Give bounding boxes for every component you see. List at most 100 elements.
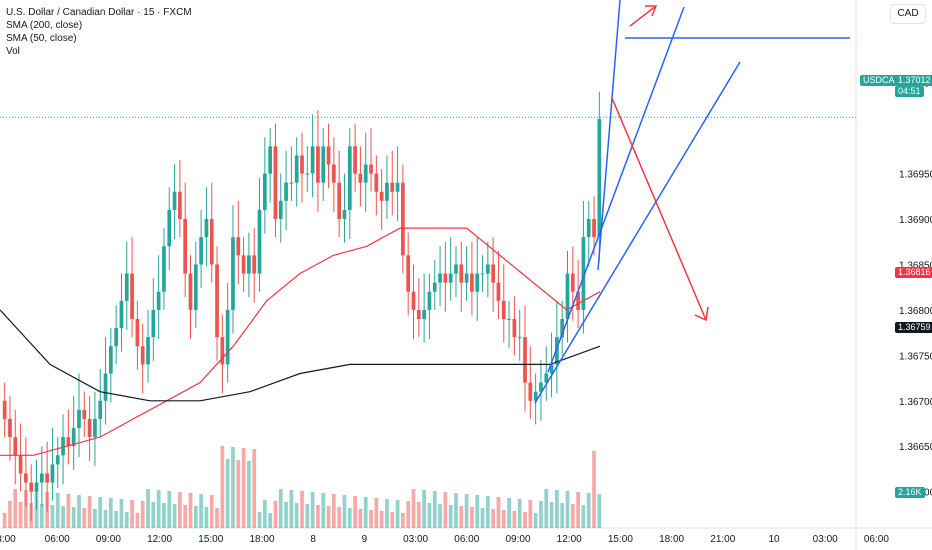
candle-body: [305, 173, 310, 175]
candle-body: [337, 182, 342, 220]
volume-bar: [464, 494, 469, 528]
candle-body: [448, 273, 453, 283]
candle-body: [18, 455, 23, 474]
volume-bar: [268, 513, 272, 528]
candle-body: [124, 273, 129, 301]
candle-body: [470, 273, 474, 292]
volume-bar: [374, 498, 379, 528]
time-tick-label: 09:00: [96, 534, 121, 545]
volume-bar: [507, 498, 511, 528]
candle-body: [146, 337, 150, 365]
volume-bar: [310, 492, 315, 528]
candle-body: [406, 255, 411, 292]
arrow-down-head: [694, 306, 709, 322]
candle-body: [50, 464, 55, 483]
price-tick-label: 1.36900: [899, 215, 932, 226]
candle-body: [379, 191, 384, 201]
price-tick-label: 1.36850: [899, 260, 932, 271]
trendline-1: [534, 61, 741, 404]
legend-sma50[interactable]: SMA (50, close): [6, 33, 77, 44]
candle-body: [188, 273, 193, 310]
legend-sma200[interactable]: SMA (200, close): [6, 20, 83, 31]
candle-body: [358, 173, 363, 183]
volume-bar: [273, 501, 278, 528]
candle-body: [29, 482, 34, 492]
volume-bar: [82, 508, 87, 528]
price-tick-label: 1.36750: [899, 351, 932, 362]
volume-bar: [151, 502, 156, 528]
candle-body: [496, 282, 501, 301]
sma50-badge: 1.36816: [895, 267, 932, 278]
volume-bar: [204, 507, 209, 528]
candle-body: [193, 264, 198, 310]
volume-bar: [549, 502, 554, 528]
candle-body: [162, 246, 166, 292]
last-price-badge: 1.37012: [895, 75, 932, 86]
volume-bar: [480, 508, 485, 528]
candle-body: [507, 318, 511, 320]
time-tick-label: 15:00: [198, 534, 223, 545]
currency-selector[interactable]: CAD: [890, 4, 926, 24]
candle-body: [411, 291, 416, 310]
time-tick-label: 21:00: [710, 534, 735, 545]
candle-body: [13, 437, 18, 456]
candle-body: [39, 473, 44, 483]
volume-bar: [215, 508, 219, 528]
volume-bar: [470, 507, 474, 528]
volume-bar: [411, 489, 416, 528]
time-tick-label: 8: [310, 534, 316, 545]
candle-body: [8, 418, 12, 438]
volume-bar: [576, 492, 580, 528]
price-tick-label: 1.36650: [899, 442, 932, 453]
candle-body: [82, 409, 87, 419]
volume-bar: [512, 511, 517, 528]
time-tick-label: 12:00: [557, 534, 582, 545]
volume-bar: [13, 489, 18, 528]
candle-body: [108, 346, 113, 374]
volume-bar: [581, 505, 586, 528]
volume-bar: [560, 503, 565, 528]
candle-body: [385, 182, 389, 201]
candle-body: [544, 373, 549, 383]
volume-bar: [358, 509, 363, 528]
candle-body: [369, 164, 373, 174]
volume-bar: [50, 505, 55, 528]
candle-body: [119, 300, 124, 329]
volume-bar: [183, 505, 188, 528]
volume-bar: [385, 499, 389, 528]
candle-body: [528, 382, 533, 401]
legend-symbol[interactable]: U.S. Dollar / Canadian Dollar · 15 · FXC…: [6, 7, 192, 18]
volume-bar: [2, 513, 7, 528]
volume-bar: [55, 493, 60, 528]
candle-body: [204, 219, 209, 238]
time-tick-label: 03:00: [813, 534, 838, 545]
volume-bar: [496, 497, 501, 528]
candle-body: [252, 255, 257, 274]
candle-body: [167, 209, 172, 247]
candle-body: [215, 264, 219, 338]
volume-bar: [300, 491, 304, 528]
volume-bar: [592, 451, 596, 528]
volume-bar: [45, 492, 49, 528]
candle-body: [427, 291, 432, 310]
candle-body: [172, 191, 177, 210]
volume-bar: [369, 510, 373, 528]
volume-bar: [278, 489, 283, 528]
candle-body: [454, 264, 458, 274]
volume-bar: [241, 448, 246, 528]
price-tick-label: 1.36700: [899, 397, 932, 408]
volume-bar: [416, 502, 421, 528]
volume-bar: [257, 512, 262, 528]
candle-body: [347, 146, 352, 210]
volume-bar: [199, 494, 203, 528]
volume-bar: [188, 493, 193, 528]
candle-body: [512, 318, 517, 338]
sma200-badge: 1.36759: [895, 322, 932, 333]
volume-bar: [24, 490, 28, 528]
time-tick-label: 03:00: [403, 534, 428, 545]
volume-bar: [167, 491, 172, 528]
candle-body: [533, 391, 538, 401]
candle-body: [278, 200, 283, 220]
legend-vol[interactable]: Vol: [6, 46, 20, 57]
